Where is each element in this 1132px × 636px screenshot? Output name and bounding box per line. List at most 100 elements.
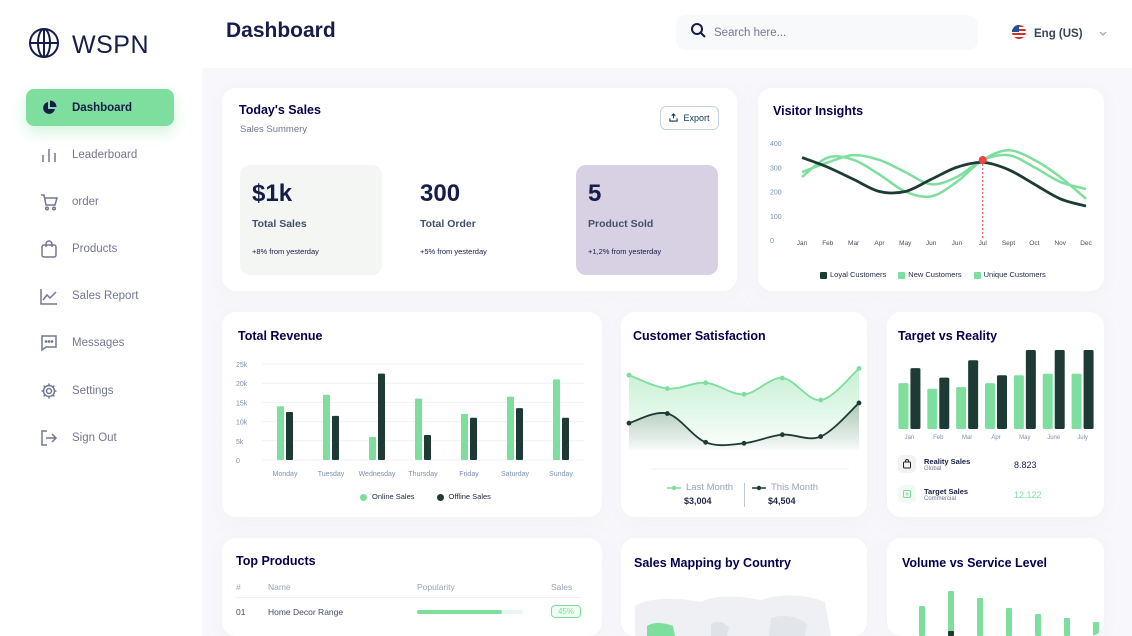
- bar-target-sales: [968, 360, 979, 429]
- x-tick-label: Thursday: [408, 471, 438, 478]
- x-tick-label: May: [899, 240, 912, 247]
- sidebar-item-messages[interactable]: Messages: [26, 325, 174, 362]
- x-tick-label: Monday: [273, 471, 298, 478]
- x-tick-label: Jul: [979, 240, 988, 247]
- y-tick-label: 25k: [236, 362, 248, 369]
- table-row[interactable]: 01 Home Decor Range 45%: [236, 598, 581, 626]
- todays-sales-card: Today's Sales Sales Summery Export $1k T…: [222, 88, 737, 291]
- bar-volume: [919, 606, 925, 636]
- sidebar-item-sales-report[interactable]: Sales Report: [26, 278, 174, 315]
- series-point: [779, 375, 785, 381]
- sidebar-item-leaderboard[interactable]: Leaderboard: [26, 136, 174, 173]
- pie-chart-icon: [40, 99, 58, 117]
- x-tick-label: Mar: [848, 240, 860, 247]
- sign-out-icon: [40, 429, 58, 447]
- chart-legend: Online Sales Offline Sales: [360, 492, 491, 501]
- language-label: Eng (US): [1034, 27, 1083, 40]
- column-header: #: [236, 582, 268, 598]
- legend-last-month: Last Month: [667, 482, 733, 493]
- sidebar-nav: Dashboard Leaderboard order Products Sal…: [26, 89, 174, 467]
- search-input[interactable]: [714, 26, 954, 39]
- search-bar[interactable]: [676, 15, 978, 50]
- legend-item: Online Sales: [360, 492, 415, 501]
- stat-total-sales: $1k Total Sales +8% from yesterday: [240, 165, 382, 275]
- message-icon: [40, 334, 58, 352]
- y-tick-label: 400: [770, 141, 782, 148]
- bar-reality-sales: [1071, 373, 1082, 429]
- customer-satisfaction-chart: [626, 366, 862, 470]
- series-point: [664, 386, 670, 391]
- language-selector[interactable]: Eng (US): [1012, 25, 1107, 42]
- stat-label: Product Sold: [588, 218, 654, 230]
- stat-delta: +5% from yesterday: [420, 247, 487, 256]
- sidebar-item-label: order: [72, 195, 99, 208]
- bar-online-sales: [277, 406, 284, 460]
- legend-this-month: This Month: [752, 482, 818, 493]
- bar-target-sales: [910, 368, 921, 429]
- shopping-bag-icon: [40, 240, 58, 258]
- sidebar-item-dashboard[interactable]: Dashboard: [26, 89, 174, 126]
- name-cell: Home Decor Range: [267, 606, 344, 617]
- x-tick-label: Jan: [797, 240, 808, 247]
- stat-label: Total Order: [420, 218, 476, 230]
- stat-value: 300: [420, 180, 461, 207]
- world-map: [635, 595, 831, 636]
- series-line-unique-customers: [801, 153, 1087, 191]
- sidebar-item-label: Products: [72, 243, 118, 256]
- bar-online-sales: [415, 398, 422, 460]
- volume-service-card: Volume vs Service Level: [887, 538, 1104, 636]
- sales-mapping-card: Sales Mapping by Country: [621, 538, 867, 636]
- series-point: [856, 366, 862, 371]
- bar-online-sales: [323, 394, 330, 460]
- stat-value: 5: [588, 180, 602, 207]
- legend-item: Unique Customers: [973, 270, 1046, 279]
- series-point: [818, 434, 824, 439]
- card-title: Top Products: [236, 554, 316, 568]
- sidebar-item-label: Sign Out: [72, 431, 117, 444]
- reality-sales-value: 8.823: [1014, 460, 1037, 470]
- brand-logo[interactable]: WSPN: [28, 27, 149, 64]
- legend-item: Loyal Customers: [820, 270, 886, 279]
- legend-item: Offline Sales: [436, 492, 491, 501]
- x-tick-label: Jun: [926, 240, 937, 247]
- sidebar-item-settings[interactable]: Settings: [26, 372, 174, 409]
- series-point: [626, 420, 632, 426]
- bar-offline-sales: [332, 415, 339, 460]
- x-tick-label: Saturday: [501, 471, 530, 478]
- x-tick-label: Jan: [905, 435, 915, 441]
- export-icon: [669, 112, 679, 124]
- target-sales-sub: Commercial: [924, 496, 957, 502]
- chevron-down-icon: [1099, 28, 1107, 40]
- export-button[interactable]: Export: [660, 106, 719, 130]
- target-vs-reality-card: Target vs Reality Jan Feb Mar Apr May June Jul…: [887, 312, 1104, 517]
- series-point: [741, 440, 747, 446]
- sidebar-item-order[interactable]: order: [26, 183, 174, 220]
- target-sales-value: 12.122: [1014, 490, 1042, 500]
- bar-volume: [977, 598, 983, 636]
- top-products-table: # Name Popularity Sales 01 Home Decor Ra…: [236, 582, 581, 626]
- x-tick-label: May: [1019, 435, 1030, 441]
- card-title: Sales Mapping by Country: [634, 556, 791, 570]
- bar-target-sales: [1054, 350, 1065, 429]
- bar-target-sales: [997, 375, 1007, 429]
- visitor-insights-card: Visitor Insights 400 300 200 100 0 Jan Feb Mar A…: [758, 88, 1104, 291]
- last-month-value: $3,004: [684, 496, 712, 506]
- bar-volume: [1006, 608, 1012, 636]
- stat-delta: +8% from yesterday: [252, 247, 319, 256]
- x-tick-label: Mar: [962, 435, 972, 441]
- bar-services: [948, 631, 954, 636]
- y-tick-label: 200: [770, 190, 782, 197]
- visitor-insights-chart: 400 300 200 100 0 Jan Feb Mar Apr May Jun Jun Jul Sep…: [770, 141, 1093, 247]
- series-point: [856, 400, 862, 406]
- stat-value: $1k: [252, 180, 293, 207]
- stat-delta: +1,2% from yesterday: [588, 247, 662, 256]
- series-point: [779, 432, 785, 438]
- card-title: Total Revenue: [238, 329, 323, 343]
- sidebar-item-products[interactable]: Products: [26, 231, 174, 268]
- sidebar-item-sign-out[interactable]: Sign Out: [26, 419, 174, 456]
- sidebar-item-label: Settings: [72, 384, 114, 397]
- sidebar-item-label: Messages: [72, 337, 125, 350]
- bar-online-sales: [553, 379, 560, 460]
- x-tick-label: Sept: [1002, 240, 1016, 247]
- reality-sales-sub: Global: [924, 466, 942, 472]
